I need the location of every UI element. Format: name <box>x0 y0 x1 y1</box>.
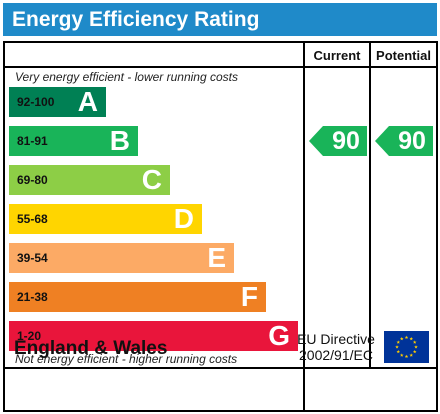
band-f: 21-38 F <box>9 281 266 312</box>
band-e: 39-54 E <box>9 242 234 273</box>
band-range: 92-100 <box>17 95 55 109</box>
flag-star-icon <box>399 353 404 357</box>
potential-rating-arrow-shape <box>375 126 433 156</box>
flag-star-icon <box>396 340 401 344</box>
region-label: England & Wales <box>14 338 168 359</box>
band-letter: F <box>240 281 258 312</box>
flag-star-icon <box>409 336 414 341</box>
header-divider <box>5 66 436 68</box>
current-rating-value: 90 <box>332 127 360 155</box>
flag-star-icon <box>395 345 399 349</box>
flag-star-icon <box>404 354 409 359</box>
band-b: 81-91 B <box>9 125 138 156</box>
current-rating-arrow-shape <box>309 126 367 156</box>
band-range: 21-38 <box>17 290 48 304</box>
page-title: Energy Efficiency Rating <box>12 8 260 31</box>
band-a: 92-100 A <box>9 86 106 117</box>
eu-directive-line1: EU Directive <box>297 331 375 347</box>
band-c: 69-80 C <box>9 164 170 195</box>
band-letter: D <box>173 203 194 234</box>
band-range: 69-80 <box>17 173 48 187</box>
eu-directive-line2: 2002/91/EC <box>299 347 373 363</box>
caption-efficient: Very energy efficient - lower running co… <box>15 70 238 84</box>
title-bar: Energy Efficiency Rating <box>3 3 437 36</box>
column-divider-potential <box>369 43 371 367</box>
flag-star-icon <box>412 340 417 344</box>
band-range: 55-68 <box>17 212 48 226</box>
flag-star-icon <box>399 336 404 341</box>
eu-directive: EU Directive 2002/91/EC <box>290 331 382 363</box>
caption-inefficient: Not energy efficient - higher running co… <box>15 352 238 366</box>
column-header-potential: Potential <box>376 48 431 63</box>
column-divider-current <box>303 43 305 410</box>
band-letter: G <box>268 320 290 351</box>
footer-divider <box>5 367 436 369</box>
band-g: 1-20 G <box>9 320 298 351</box>
band-letter: A <box>77 86 98 117</box>
band-range: 81-91 <box>17 134 48 148</box>
rating-panel: Current Potential Very energy efficient … <box>3 41 438 412</box>
column-header-current: Current <box>313 48 361 63</box>
band-range: 39-54 <box>17 251 48 265</box>
band-range: 1-20 <box>17 329 42 343</box>
band-letter: B <box>109 125 130 156</box>
band-letter: E <box>207 242 226 273</box>
band-d: 55-68 D <box>9 203 202 234</box>
flag-star-icon <box>414 345 418 349</box>
flag-star-icon <box>404 335 409 340</box>
band-letter: C <box>141 164 162 195</box>
flag-star-icon <box>396 349 401 354</box>
flag-star-icon <box>409 353 414 357</box>
potential-rating-value: 90 <box>398 127 426 155</box>
flag-star-icon <box>412 349 417 354</box>
eu-flag-icon <box>384 331 429 363</box>
